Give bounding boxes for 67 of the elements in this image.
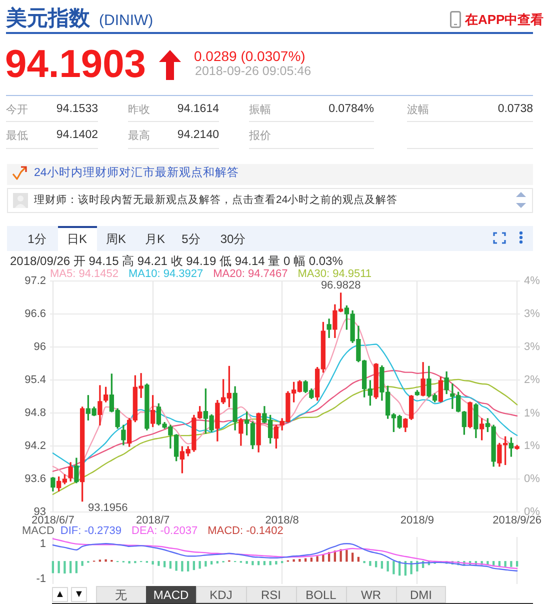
x-tick-label: 2018/9 xyxy=(400,514,434,527)
text: 94.1614 xyxy=(177,103,219,116)
text: MACD: -0.1402 xyxy=(208,524,284,536)
text: 报价 xyxy=(249,130,271,142)
y-tick-label: 1 xyxy=(40,538,46,550)
y2-tick-label: 0% xyxy=(524,473,540,486)
chart-title: MACD xyxy=(22,524,54,536)
y-tick-label: -1 xyxy=(36,572,46,585)
text: 月K xyxy=(144,232,166,246)
x-tick-label: 2018/6/7 xyxy=(32,514,74,527)
text: 2018-09-26 09:05:46 xyxy=(195,64,312,78)
text: MA5: 94.1452 xyxy=(50,268,118,280)
text: 最低 xyxy=(6,130,28,142)
text: DMI xyxy=(410,588,432,602)
text: 理财师：该时段内暂无最新观点及解答，点击查看24小时之前的观点及解答 xyxy=(34,194,398,206)
y-tick-label: 94.2 xyxy=(24,440,46,452)
text: 5分 xyxy=(182,232,200,246)
y-tick-label: 96 xyxy=(34,341,46,354)
y2-tick-label: 3% xyxy=(524,340,540,353)
text: 周K xyxy=(106,232,126,246)
text: 振幅 xyxy=(249,104,271,116)
text: RSI xyxy=(260,588,282,602)
text: 24小时内理财师对汇市最新观点和解答 xyxy=(34,167,239,180)
y-tick-label: 97.2 xyxy=(24,275,46,288)
text: 0.0738 xyxy=(498,103,533,116)
text: 30分 xyxy=(220,232,246,246)
series-label: DEA: -0.2037 xyxy=(132,524,198,536)
y2-tick-label: 2% xyxy=(524,374,540,386)
annotation: 96.9828 xyxy=(320,279,361,292)
text: 在APP中查看 xyxy=(465,12,544,26)
text: 波幅 xyxy=(407,104,429,116)
text: WR xyxy=(361,588,381,602)
text: 94.1903 xyxy=(5,42,146,86)
text: BOLL xyxy=(306,588,336,602)
x-tick-label: 2018/8 xyxy=(265,514,299,527)
text: MACD xyxy=(153,588,189,602)
text: MA20: 94.7467 xyxy=(213,268,288,280)
text: 日K xyxy=(66,232,88,246)
text: 昨收 xyxy=(128,104,150,116)
series-label: DIF: -0.2739 xyxy=(60,524,122,536)
text: 最高 xyxy=(128,130,150,142)
text: 0.0289 (0.0307%) xyxy=(194,48,306,64)
text: 94.1402 xyxy=(56,129,98,142)
text: ▼ xyxy=(74,588,84,600)
y-tick-label: 95.4 xyxy=(24,374,46,386)
text: 94.2140 xyxy=(177,129,219,142)
text: 94.1533 xyxy=(56,103,98,116)
text: MA10: 94.3927 xyxy=(128,268,204,280)
text: ▲ xyxy=(55,588,65,600)
y2-tick-label: 1% xyxy=(524,440,540,452)
text: KDJ xyxy=(210,588,232,602)
y2-tick-label: 3% xyxy=(524,308,540,320)
text: 1分 xyxy=(28,232,46,246)
text: (DINIW) xyxy=(99,12,154,28)
text: MA30: 94.9511 xyxy=(298,268,372,280)
y-tick-label: 96.6 xyxy=(24,308,46,320)
y2-tick-label: 4% xyxy=(524,275,540,288)
y-tick-label: 93.6 xyxy=(24,473,46,486)
chart-title: 2018/09/26 开 94.15 高 94.21 收 94.19 低 94.14 量 0 幅 0.03% xyxy=(10,254,343,268)
y2-tick-label: 1% xyxy=(524,407,540,420)
y-tick-label: 94.8 xyxy=(24,407,46,420)
x-tick-label: 2018/7 xyxy=(136,514,170,527)
annotation: 93.1956 xyxy=(88,502,128,514)
text: 无 xyxy=(115,588,127,602)
text: 今开 xyxy=(6,104,28,116)
text: 0.0784% xyxy=(328,103,374,116)
text: 美元指数 xyxy=(6,6,90,30)
